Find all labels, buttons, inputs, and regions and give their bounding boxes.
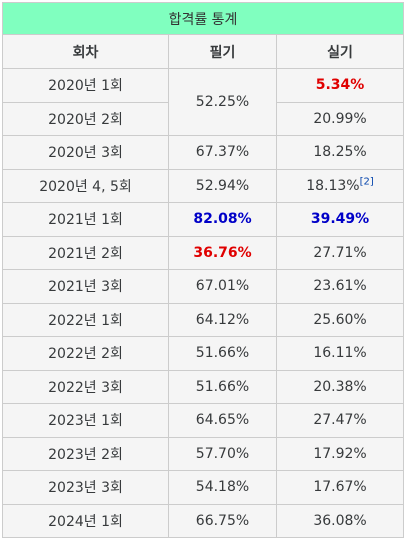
table-row: 2023년 3회 54.18% 17.67% xyxy=(2,470,405,505)
written-cell: 57.70% xyxy=(168,436,277,471)
table-row: 2020년 1회 52.25% 5.34% xyxy=(2,68,405,136)
written-cell: 54.18% xyxy=(168,470,277,505)
session-cell: 2021년 3회 xyxy=(2,269,169,304)
written-cell: 51.66% xyxy=(168,369,277,404)
session-cell: 2022년 1회 xyxy=(2,302,169,337)
written-cell: 52.25% xyxy=(168,68,277,136)
written-cell: 64.12% xyxy=(168,302,277,337)
header-written: 필기 xyxy=(168,34,277,69)
practical-cell: 27.47% xyxy=(275,403,405,438)
table-caption: 합격률 통계 xyxy=(1,2,405,35)
table-row: 2020년 4, 5회 52.94% 18.13%[2] xyxy=(2,168,405,203)
written-cell: 64.65% xyxy=(168,403,277,438)
practical-cell: 27.71% xyxy=(275,235,405,270)
written-cell: 82.08% xyxy=(168,202,277,237)
table-row: 2022년 3회 51.66% 20.38% xyxy=(2,369,405,404)
written-cell: 67.01% xyxy=(168,269,277,304)
session-cell: 2024년 1회 xyxy=(2,503,169,538)
header-session: 회차 xyxy=(2,34,169,69)
practical-cell: 20.99% xyxy=(275,101,405,136)
pass-rate-table-container: 합격률 통계 회차 필기 실기 2020년 1회 52.25% 5.34% 20… xyxy=(1,2,405,538)
table-row: 2020년 3회 67.37% 18.25% xyxy=(2,135,405,170)
practical-cell: 20.38% xyxy=(275,369,405,404)
table-row: 2024년 1회 66.75% 36.08% xyxy=(2,503,405,538)
practical-cell: 5.34% xyxy=(275,68,405,103)
written-cell: 66.75% xyxy=(168,503,277,538)
practical-cell: 18.25% xyxy=(275,135,405,170)
table-row: 2021년 3회 67.01% 23.61% xyxy=(2,269,405,304)
session-cell: 2023년 2회 xyxy=(2,436,169,471)
session-cell: 2020년 3회 xyxy=(2,135,169,170)
table-row: 2023년 1회 64.65% 27.47% xyxy=(2,403,405,438)
session-cell: 2021년 1회 xyxy=(2,202,169,237)
written-cell: 36.76% xyxy=(168,235,277,270)
practical-cell: 17.67% xyxy=(275,470,405,505)
practical-cell: 39.49% xyxy=(275,202,405,237)
header-practical: 실기 xyxy=(275,34,405,69)
session-cell: 2020년 4, 5회 xyxy=(2,168,169,203)
table-row: 2021년 2회 36.76% 27.71% xyxy=(2,235,405,270)
table-row: 2021년 1회 82.08% 39.49% xyxy=(2,202,405,237)
table-row: 2023년 2회 57.70% 17.92% xyxy=(2,436,405,471)
session-cell: 2023년 3회 xyxy=(2,470,169,505)
written-cell: 52.94% xyxy=(168,168,277,203)
session-cell: 2020년 2회 xyxy=(2,101,169,136)
session-cell: 2020년 1회 xyxy=(2,68,169,103)
written-cell: 51.66% xyxy=(168,336,277,371)
practical-value: 18.13% xyxy=(306,177,360,194)
footnote-ref-link[interactable]: [2] xyxy=(359,176,374,188)
session-cell: 2021년 2회 xyxy=(2,235,169,270)
session-cell: 2022년 2회 xyxy=(2,336,169,371)
table-row: 2022년 1회 64.12% 25.60% xyxy=(2,302,405,337)
table-row: 2020년 2회 20.99% xyxy=(2,101,405,136)
session-cell: 2023년 1회 xyxy=(2,403,169,438)
pass-rate-table: 합격률 통계 회차 필기 실기 2020년 1회 52.25% 5.34% 20… xyxy=(1,2,405,538)
table-header-row: 회차 필기 실기 xyxy=(2,34,405,69)
practical-cell: 17.92% xyxy=(275,436,405,471)
practical-cell: 16.11% xyxy=(275,336,405,371)
table-caption-row: 합격률 통계 xyxy=(1,2,405,35)
session-cell: 2022년 3회 xyxy=(2,369,169,404)
practical-cell: 25.60% xyxy=(275,302,405,337)
written-cell: 67.37% xyxy=(168,135,277,170)
practical-cell: 36.08% xyxy=(275,503,405,538)
table-row: 2022년 2회 51.66% 16.11% xyxy=(2,336,405,371)
practical-cell: 23.61% xyxy=(275,269,405,304)
practical-cell: 18.13%[2] xyxy=(275,168,405,203)
